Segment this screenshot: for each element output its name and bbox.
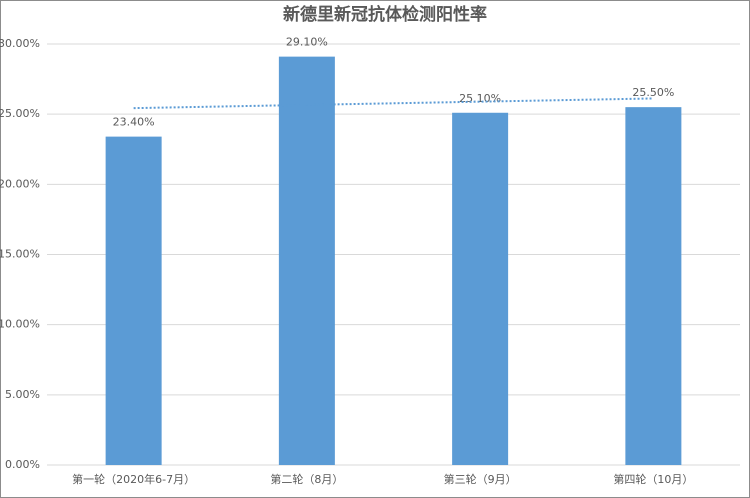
y-tick-label: 0.00% (5, 458, 40, 471)
x-tick-label: 第二轮（8月） (270, 472, 343, 486)
trendline (133, 97, 654, 110)
data-label: 29.10% (286, 36, 328, 49)
data-label: 23.40% (113, 116, 155, 129)
y-tick-label: 20.00% (0, 177, 40, 190)
y-tick-label: 15.00% (0, 248, 40, 261)
y-tick-label: 30.00% (0, 37, 40, 50)
y-tick-label: 10.00% (0, 318, 40, 331)
bar (278, 56, 335, 465)
x-tick-label: 第一轮（2020年6-7月） (72, 472, 195, 486)
y-tick-label: 25.00% (0, 107, 40, 120)
y-tick-label: 5.00% (5, 388, 40, 401)
data-label: 25.50% (632, 86, 674, 99)
bar (625, 107, 682, 466)
chart-title: 新德里新冠抗体检测阳性率 (283, 4, 487, 25)
x-tick-label: 第三轮（9月） (444, 472, 517, 486)
data-label: 25.10% (459, 92, 501, 105)
bar (105, 136, 162, 465)
bar (452, 112, 509, 465)
x-tick-label: 第四轮（10月） (613, 472, 693, 486)
